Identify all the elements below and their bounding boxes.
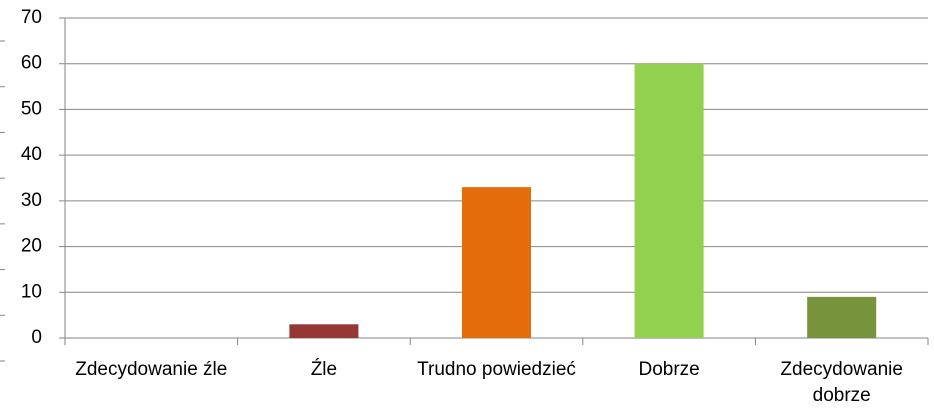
y-tick-label: 70 (21, 7, 42, 28)
bar (461, 187, 532, 338)
y-tick-label: 0 (31, 327, 42, 348)
x-tick-label: Źle (310, 359, 338, 380)
y-tick-label: 60 (21, 53, 42, 74)
bar (634, 63, 704, 338)
x-tick-label: Zdecydowanie dobrze (780, 359, 903, 406)
x-tick-label: Trudno powiedzieć (417, 359, 576, 380)
y-tick-label: 40 (21, 144, 42, 165)
y-tick-label: 50 (21, 98, 42, 119)
bar (289, 324, 359, 338)
x-tick-label: Dobrze (638, 359, 700, 380)
y-tick-label: 10 (21, 281, 42, 302)
x-tick-label: Zdecydowanie źle (75, 359, 228, 380)
bar (807, 296, 877, 338)
y-tick-label: 20 (21, 236, 42, 257)
y-tick-label: 30 (21, 190, 42, 211)
